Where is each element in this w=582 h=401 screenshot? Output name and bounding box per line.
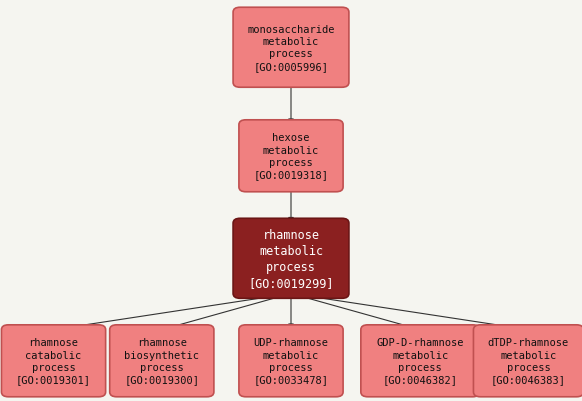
Text: rhamnose
metabolic
process
[GO:0019299]: rhamnose metabolic process [GO:0019299] [249,228,333,289]
Text: rhamnose
catabolic
process
[GO:0019301]: rhamnose catabolic process [GO:0019301] [16,337,91,385]
Text: dTDP-rhamnose
metabolic
process
[GO:0046383]: dTDP-rhamnose metabolic process [GO:0046… [488,337,569,385]
FancyBboxPatch shape [1,325,106,397]
FancyBboxPatch shape [109,325,214,397]
FancyBboxPatch shape [361,325,480,397]
FancyBboxPatch shape [233,8,349,88]
Text: monosaccharide
metabolic
process
[GO:0005996]: monosaccharide metabolic process [GO:000… [247,24,335,72]
FancyBboxPatch shape [239,120,343,192]
FancyBboxPatch shape [474,325,582,397]
FancyBboxPatch shape [239,325,343,397]
Text: UDP-rhamnose
metabolic
process
[GO:0033478]: UDP-rhamnose metabolic process [GO:00334… [254,337,328,385]
FancyBboxPatch shape [233,219,349,298]
Text: hexose
metabolic
process
[GO:0019318]: hexose metabolic process [GO:0019318] [254,133,328,180]
Text: GDP-D-rhamnose
metabolic
process
[GO:0046382]: GDP-D-rhamnose metabolic process [GO:004… [377,337,464,385]
Text: rhamnose
biosynthetic
process
[GO:0019300]: rhamnose biosynthetic process [GO:001930… [125,337,199,385]
